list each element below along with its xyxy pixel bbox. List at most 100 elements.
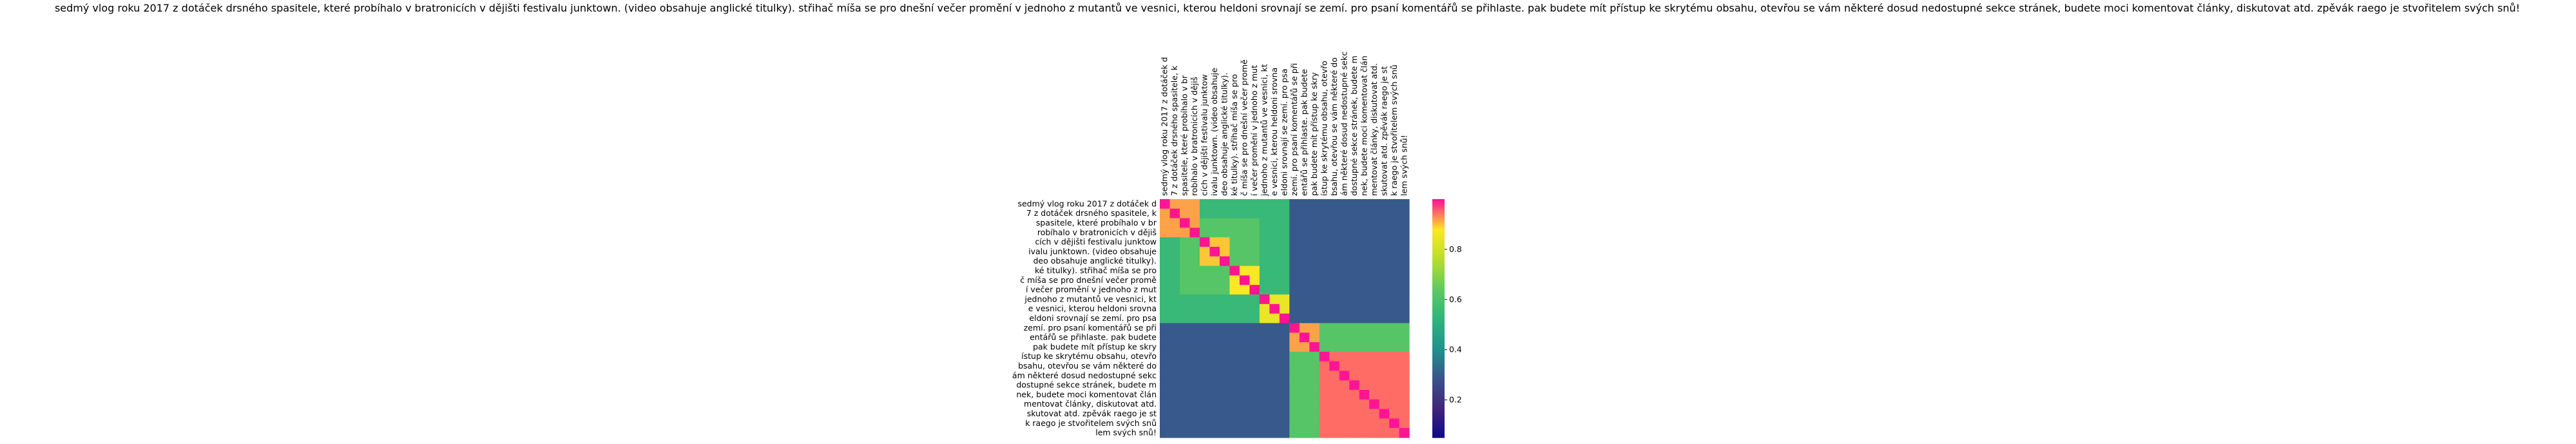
heatmap-cell [1399,237,1410,247]
heatmap-cell [1399,428,1410,438]
heatmap-cell [1160,409,1171,419]
y-tick-label: spasitele, které probíhalo v br [1036,218,1157,227]
heatmap-cell [1179,285,1191,295]
heatmap-cell [1329,428,1340,438]
heatmap-cell [1349,199,1360,209]
heatmap-cell [1279,323,1290,333]
heatmap-cell [1289,371,1300,381]
heatmap-cell [1309,428,1320,438]
heatmap-cell [1359,208,1370,219]
heatmap-cell [1189,428,1200,438]
heatmap-cell [1379,428,1390,438]
colorbar-segment [1432,318,1445,321]
heatmap-cell [1209,304,1220,314]
heatmap-cell [1349,294,1360,305]
heatmap-cell [1279,361,1290,371]
heatmap-cell [1309,247,1320,257]
heatmap-cell [1399,275,1410,285]
heatmap-cell [1209,380,1220,391]
heatmap-cell [1299,409,1310,419]
colorbar-segment [1432,346,1445,349]
x-tick-label: k raego je stvořitelem svých snů [1389,64,1399,196]
heatmap-cell [1199,333,1210,343]
colorbar-segment [1432,320,1445,323]
heatmap-cell [1209,371,1220,381]
heatmap-cell [1389,323,1400,333]
heatmap-cell [1309,275,1320,285]
heatmap-cell [1349,265,1360,276]
heatmap-cell [1219,294,1230,305]
heatmap-cell [1169,237,1180,247]
heatmap-cell [1219,275,1230,285]
colorbar-segment [1432,227,1445,229]
heatmap-cell [1309,256,1320,267]
colorbar-segment [1432,247,1445,249]
heatmap-cell [1229,371,1240,381]
colorbar-segment [1432,199,1445,202]
heatmap-cell [1209,323,1220,333]
colorbar-segment [1432,407,1445,410]
heatmap-cell [1269,409,1280,419]
heatmap-cell [1279,371,1290,381]
heatmap-cell [1399,313,1410,323]
colorbar-segment [1432,310,1445,313]
heatmap-cell [1369,390,1380,400]
heatmap-cell [1269,304,1280,314]
x-tick-label: jednoho z mutantů ve vesnici, kt [1260,64,1269,197]
heatmap-cell [1349,208,1360,219]
colorbar-segment [1432,292,1445,295]
heatmap-cell [1209,199,1220,209]
heatmap-cell [1239,237,1250,247]
heatmap-cell [1289,428,1300,438]
heatmap-cell [1309,342,1320,352]
colorbar-segment [1432,394,1445,396]
heatmap-cell [1289,285,1300,295]
heatmap-cell [1309,361,1320,371]
y-tick-label: robíhalo v bratronicích v dějiš [1037,227,1157,237]
y-tick-labels: sedmý vlog roku 2017 z dotáček d7 z dotá… [1012,198,1157,437]
heatmap-cell [1299,265,1310,276]
heatmap-cell [1379,247,1390,257]
heatmap-cell [1359,418,1370,429]
heatmap-cell [1189,390,1200,400]
colorbar-segment [1432,372,1445,374]
heatmap-cell [1219,227,1230,238]
heatmap-cell [1299,237,1310,247]
heatmap-cell [1399,285,1410,295]
colorbar-segment [1432,324,1445,327]
heatmap-cell [1279,342,1290,352]
heatmap-cell [1319,285,1330,295]
heatmap-cell [1369,247,1380,257]
heatmap-cell [1279,390,1290,400]
heatmap-cell [1160,247,1171,257]
heatmap-cell [1299,323,1310,333]
heatmap-cell [1279,208,1290,219]
heatmap-cell [1249,428,1260,438]
heatmap-cell [1399,208,1410,219]
heatmap-cell [1249,418,1260,429]
colorbar-segment [1432,266,1445,269]
heatmap-cell [1160,313,1171,323]
heatmap-cell [1169,285,1180,295]
heatmap-cell [1329,371,1340,381]
heatmap-cell [1339,333,1350,343]
heatmap-cell [1189,409,1200,419]
heatmap-cell [1319,247,1330,257]
heatmap-cell [1189,227,1200,238]
heatmap-cell [1259,218,1270,228]
heatmap-cell [1169,361,1180,371]
heatmap-cell [1229,227,1240,238]
y-tick-label: zemí. pro psaní komentářů se při [1024,323,1157,333]
heatmap-cell [1160,371,1171,381]
heatmap-cell [1219,371,1230,381]
heatmap-cell [1339,208,1350,219]
heatmap-cell [1379,256,1390,267]
heatmap-cell [1179,418,1191,429]
heatmap-cells [1160,199,1410,438]
heatmap-cell [1259,208,1270,219]
heatmap-cell [1279,399,1290,410]
x-tick-label: spasitele, které probíhalo v br [1180,75,1189,196]
heatmap-cell [1259,275,1270,285]
colorbar-segment [1432,344,1445,347]
heatmap-cell [1249,313,1260,323]
